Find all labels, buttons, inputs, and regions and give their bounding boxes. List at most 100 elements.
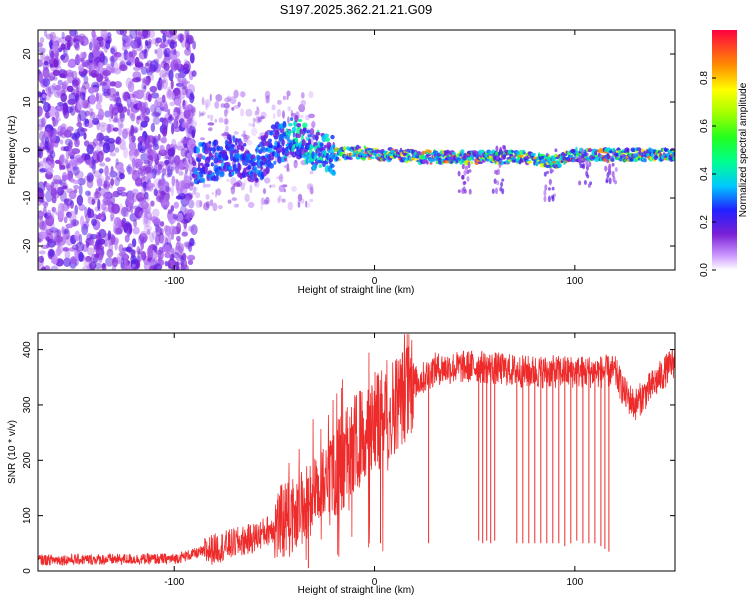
heatmap-cell xyxy=(111,106,119,116)
heatmap-cell xyxy=(133,149,140,157)
heatmap-cell xyxy=(439,155,442,159)
heatmap-cell xyxy=(551,194,555,200)
heatmap-cell xyxy=(292,131,296,138)
heatmap-cell xyxy=(69,30,77,37)
heatmap-cell xyxy=(185,32,190,43)
heatmap-cell xyxy=(115,227,122,235)
heatmap-cell xyxy=(171,122,175,135)
heatmap-cell xyxy=(56,85,63,97)
heatmap-cell xyxy=(173,201,179,209)
heatmap-cell xyxy=(49,150,56,159)
y-tick-label: 300 xyxy=(22,396,33,413)
heatmap-cell xyxy=(47,238,57,248)
heatmap-cell xyxy=(49,213,55,224)
heatmap-cell xyxy=(283,164,290,169)
colorbar-ticks: 0.0 0.2 0.4 0.6 0.8 xyxy=(699,71,716,277)
heatmap-cell xyxy=(116,189,123,196)
heatmap-cell xyxy=(80,215,85,227)
heatmap-cell xyxy=(159,144,165,153)
heatmap-cell xyxy=(193,171,200,175)
heatmap-cell xyxy=(149,85,158,93)
y-tick-label: 10 xyxy=(22,96,33,108)
heatmap-cell xyxy=(41,117,46,128)
heatmap-cell xyxy=(614,180,617,185)
heatmap-cell xyxy=(81,61,88,67)
heatmap-cell xyxy=(189,105,196,114)
heatmap-cell xyxy=(91,30,96,39)
heatmap-cell xyxy=(251,127,258,136)
heatmap-cell xyxy=(586,164,589,171)
heatmap-cell xyxy=(80,128,88,132)
heatmap-cell xyxy=(51,195,57,204)
heatmap-cell xyxy=(127,163,132,176)
heatmap-cell xyxy=(60,182,68,189)
heatmap-cell xyxy=(549,168,553,173)
heatmap-cell xyxy=(204,183,211,188)
heatmap-cell xyxy=(119,30,127,36)
heatmap-cell xyxy=(89,233,98,240)
heatmap-cell xyxy=(188,225,195,232)
heatmap-cell xyxy=(496,156,500,160)
heatmap-cell xyxy=(137,167,144,175)
heatmap-cell xyxy=(118,244,124,253)
heatmap-cell xyxy=(184,30,190,40)
heatmap-cell xyxy=(49,58,58,68)
heatmap-cell xyxy=(187,36,193,45)
heatmap-cell xyxy=(143,225,152,232)
heatmap-cell xyxy=(256,106,259,111)
heatmap-cell xyxy=(60,43,66,51)
heatmap-cell xyxy=(233,89,239,99)
heatmap-cell xyxy=(81,265,91,270)
heatmap-cell xyxy=(189,117,192,123)
heatmap-cell xyxy=(300,99,307,107)
heatmap-cell xyxy=(119,251,126,257)
heatmap-cell xyxy=(605,179,609,184)
heatmap-cell xyxy=(96,151,104,163)
heatmap-cell xyxy=(330,163,335,168)
heatmap-cell xyxy=(139,200,144,207)
heatmap-cell xyxy=(83,132,87,140)
heatmap-cell xyxy=(296,132,302,139)
heatmap-cell xyxy=(74,230,81,242)
heatmap-cell xyxy=(51,116,55,121)
heatmap-cell xyxy=(197,153,203,160)
heatmap-cell xyxy=(126,195,135,208)
heatmap-cell xyxy=(164,260,169,267)
heatmap-cell xyxy=(72,218,77,227)
heatmap-cell xyxy=(105,175,111,181)
heatmap-cell xyxy=(240,146,245,152)
heatmap-cell xyxy=(170,248,175,255)
heatmap-cell xyxy=(556,161,561,164)
heatmap-cell xyxy=(252,117,256,123)
heatmap-cell xyxy=(126,60,132,66)
heatmap-cell xyxy=(255,177,259,182)
heatmap-cell xyxy=(159,69,167,79)
heatmap-cell xyxy=(225,125,229,131)
heatmap-cell xyxy=(146,228,151,235)
colorbar-tick-label: 0.8 xyxy=(699,71,710,85)
heatmap-cell xyxy=(68,210,77,223)
heatmap-cell xyxy=(220,103,225,108)
heatmap-cell xyxy=(233,203,239,208)
heatmap-cell xyxy=(92,37,96,50)
heatmap-cell xyxy=(260,165,263,171)
heatmap-cell xyxy=(246,140,253,146)
heatmap-cell xyxy=(181,231,188,237)
heatmap-cell xyxy=(39,191,45,200)
heatmap-cell xyxy=(186,133,193,138)
heatmap-cell xyxy=(96,177,103,188)
heatmap-cell xyxy=(66,39,71,51)
heatmap-cell xyxy=(496,180,500,186)
heatmap-cell xyxy=(126,98,131,105)
heatmap-cell xyxy=(493,178,497,184)
heatmap-cell xyxy=(184,184,187,189)
heatmap-cell xyxy=(42,67,50,79)
heatmap-cell xyxy=(161,73,171,78)
spectrogram-frame xyxy=(37,29,676,271)
heatmap-cell xyxy=(189,148,193,157)
heatmap-cell xyxy=(170,186,174,197)
heatmap-cell xyxy=(154,49,158,54)
heatmap-cell xyxy=(74,30,79,38)
heatmap-cell xyxy=(205,102,208,111)
heatmap-cell xyxy=(52,82,57,91)
